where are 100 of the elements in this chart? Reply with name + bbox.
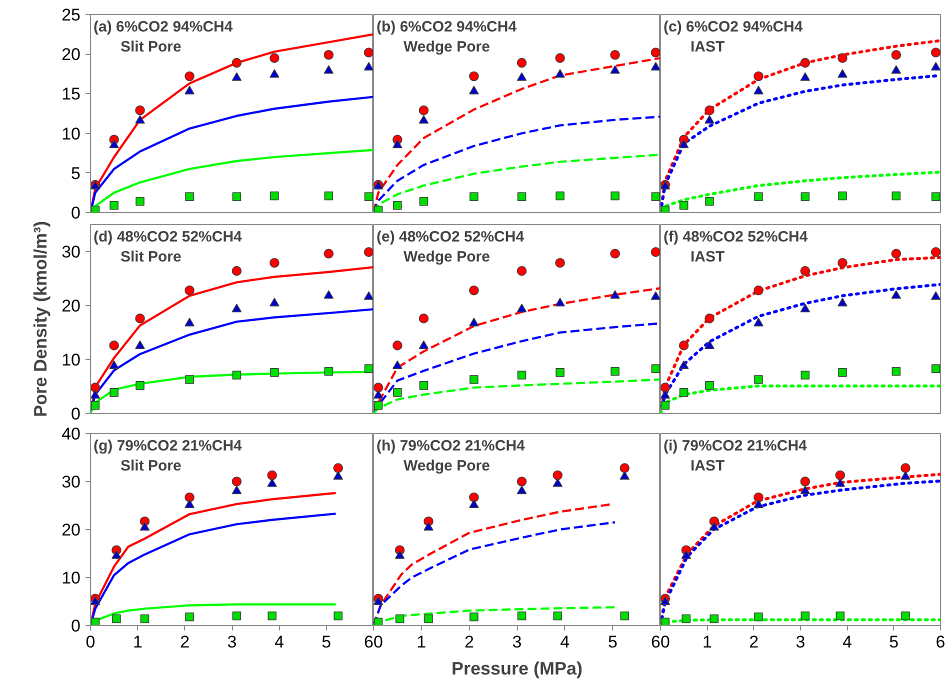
point [892,191,901,200]
point [709,522,720,531]
point [90,618,100,626]
y-tick-label: 15 [62,84,81,104]
point [516,266,527,276]
point [334,612,343,620]
point [892,366,901,376]
point [678,360,689,369]
point [232,266,242,276]
point [681,550,692,559]
point [136,197,144,206]
y-tick-label: 25 [62,6,81,24]
point [660,382,670,392]
point [140,614,150,624]
text: Slit Pore [120,248,182,266]
point [135,340,145,349]
point [135,115,145,124]
point [364,62,373,71]
point [754,375,763,384]
point [800,486,810,494]
point [324,248,334,259]
y-tick-label: 0 [71,204,81,222]
point [90,401,100,410]
point [800,58,810,68]
point [90,206,100,212]
point [333,471,344,480]
point [469,318,479,326]
point [650,247,660,257]
point [364,247,373,257]
point [270,191,279,200]
point [610,290,620,299]
point [678,340,689,350]
point [660,618,670,626]
point [930,48,940,58]
point [470,192,478,202]
y-tick-label: 40 [62,424,81,444]
chart-title: (a) 6%CO2 94%CH4 [94,18,234,36]
point [800,370,810,380]
point [651,192,660,202]
point [270,368,279,377]
x-tick-label: 3 [227,632,237,652]
point [555,53,565,63]
point [901,612,910,620]
chart-title: (b) 6%CO2 94%CH4 [376,18,518,36]
x-tick-label: 4 [842,632,852,652]
point [710,614,719,624]
point [517,370,526,380]
x-tick-label: 0 [86,632,96,652]
point [418,105,429,116]
point [392,140,402,148]
point [800,476,810,486]
point [891,65,902,74]
point [800,612,810,620]
x-tick-label: 1 [416,632,426,652]
chart-title: (c) 6%CO2 94%CH4 [664,18,804,36]
point [232,612,242,620]
point [838,368,847,377]
point [392,340,402,350]
point [555,298,565,306]
point [682,614,691,624]
point [651,364,660,374]
point [136,381,144,390]
x-tick-label: 5 [322,632,332,652]
x-tick-label: 4 [560,632,570,652]
point [185,192,194,202]
point [232,486,242,494]
point [469,71,479,82]
x-tick-label: 1 [132,632,142,652]
point [838,258,848,268]
point [900,471,910,480]
point [232,58,242,68]
point [270,258,280,268]
point [185,375,194,384]
chart-title: (d) 48%CO2 52%CH4 [94,228,243,246]
point [469,86,479,94]
point [270,53,280,63]
point [364,192,373,202]
point [324,290,334,299]
point [232,192,242,202]
point [90,596,100,605]
point [610,50,620,60]
point [90,382,100,392]
point [610,191,620,200]
point [800,266,810,276]
point [374,382,384,392]
y-tick-label: 20 [62,520,81,540]
text: IAST [690,458,725,474]
chart-title: (h) 79%CO2 21%CH4 [376,438,526,454]
x-tick-label: 0 [374,632,383,652]
point [324,50,334,60]
point [754,192,763,202]
point [800,192,810,202]
text: Wedge Pore [404,458,490,474]
point [364,48,373,58]
point [112,614,121,624]
point [705,197,714,206]
point [610,65,620,74]
point [516,58,527,68]
point [184,318,194,326]
point [754,492,764,502]
